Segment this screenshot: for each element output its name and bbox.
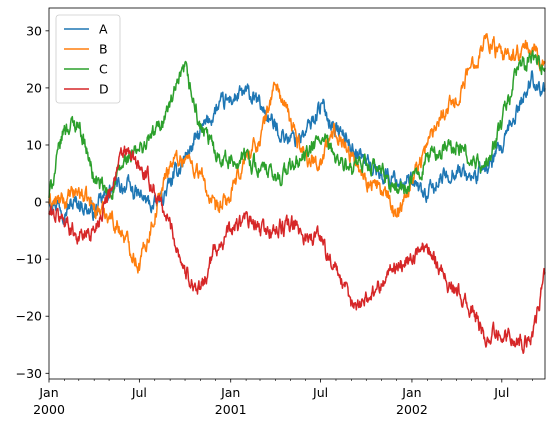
x-tick-label: Jul — [312, 385, 328, 400]
plot-area — [49, 8, 545, 379]
x-tick-label: Jan — [220, 385, 240, 400]
x-tick-label: Jul — [131, 385, 147, 400]
series-line-b — [48, 33, 546, 274]
legend-label-d: D — [99, 82, 109, 97]
x-axis: Jan 2000 Jul Jan 2001 Jul Jan 2002 Jul — [33, 379, 533, 417]
y-tick-label: 0 — [34, 195, 42, 210]
plot-frame — [48, 7, 546, 380]
x-tick-label: Jan — [38, 385, 58, 400]
y-tick-label: −30 — [16, 366, 42, 381]
y-tick-label: 10 — [26, 137, 42, 152]
y-tick-label: −20 — [16, 309, 42, 324]
y-axis: −30 −20 −10 0 10 20 30 — [16, 23, 49, 381]
series-line-c — [48, 49, 546, 200]
x-tick-label: Jul — [493, 385, 509, 400]
legend-label-b: B — [99, 42, 108, 57]
legend-box — [55, 14, 121, 104]
y-tick-label: 30 — [26, 23, 42, 38]
legend-label-a: A — [99, 22, 108, 37]
x-tick-year-label: 2000 — [33, 402, 65, 417]
x-tick-label: Jan — [401, 385, 421, 400]
y-tick-label: 20 — [26, 80, 42, 95]
x-tick-year-label: 2002 — [396, 402, 428, 417]
legend-label-c: C — [99, 62, 108, 77]
x-tick-year-label: 2001 — [215, 402, 247, 417]
series-layer — [48, 33, 546, 355]
series-line-d — [48, 145, 546, 355]
y-tick-label: −10 — [16, 252, 42, 267]
